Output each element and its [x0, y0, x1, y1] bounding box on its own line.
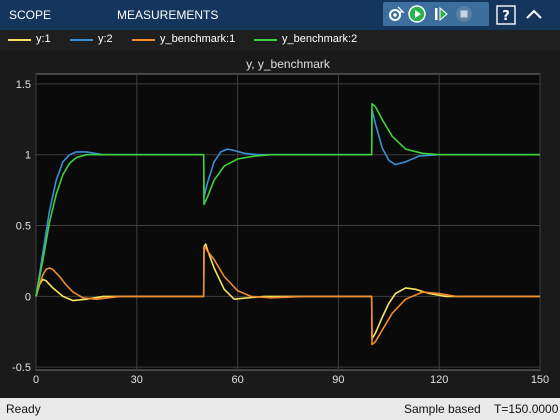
- status-sample-mode: Sample based: [404, 402, 481, 416]
- expand-icon[interactable]: [524, 5, 544, 25]
- tab-scope[interactable]: SCOPE: [9, 8, 52, 22]
- x-tick-label: 120: [430, 374, 448, 386]
- y-tick-label: 0.5: [16, 221, 31, 233]
- legend: y:1 y:2 y_benchmark:1 y_benchmark:2: [0, 30, 560, 50]
- legend-swatch: [254, 39, 277, 41]
- legend-swatch: [70, 39, 93, 41]
- x-tick-label: 90: [332, 374, 344, 386]
- scope-plot-area[interactable]: y, y_benchmark 0 30 60 90 120 150 -0.5 0 0.5 1 1.5: [0, 50, 560, 398]
- status-ready: Ready: [6, 402, 41, 416]
- y-tick-label: 0: [25, 291, 31, 303]
- stop-icon[interactable]: [454, 4, 474, 24]
- settings-icon[interactable]: [386, 4, 406, 24]
- series-line-3: [35, 246, 540, 346]
- y-tick-label: 1: [25, 150, 31, 162]
- series-line-1: [35, 243, 540, 340]
- status-sim-time: T=150.0000: [494, 402, 559, 416]
- step-forward-icon[interactable]: [431, 4, 451, 24]
- x-tick-label: 30: [131, 374, 143, 386]
- x-tick-label: 0: [33, 374, 39, 386]
- run-icon[interactable]: [407, 4, 427, 24]
- tab-measurements[interactable]: MEASUREMENTS: [117, 8, 219, 22]
- toolstrip: SCOPE MEASUREMENTS ?: [0, 0, 560, 30]
- x-tick-label: 60: [231, 374, 243, 386]
- chart-title: y, y_benchmark: [246, 57, 331, 71]
- legend-label: y_benchmark:2: [282, 33, 358, 45]
- help-icon[interactable]: ?: [496, 5, 516, 25]
- legend-swatch: [8, 39, 31, 41]
- x-tick-label: 150: [531, 374, 549, 386]
- legend-label: y:2: [98, 33, 113, 45]
- legend-swatch: [132, 39, 155, 41]
- series-line-4: [35, 102, 540, 297]
- svg-text:?: ?: [502, 9, 510, 24]
- legend-label: y_benchmark:1: [160, 33, 236, 45]
- axes-box: [35, 73, 541, 371]
- status-bar: Ready Sample based T=150.0000: [0, 398, 560, 420]
- simulation-controls: [383, 2, 489, 26]
- y-tick-label: -0.5: [12, 362, 31, 374]
- y-tick-label: 1.5: [16, 79, 31, 91]
- legend-label: y:1: [36, 33, 51, 45]
- series-line-2: [35, 108, 540, 297]
